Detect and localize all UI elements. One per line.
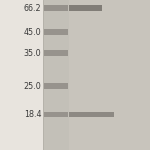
- Bar: [44, 29, 68, 35]
- Bar: [43, 0, 150, 150]
- Bar: [44, 83, 68, 88]
- Text: 18.4: 18.4: [24, 110, 41, 119]
- Bar: [69, 112, 114, 117]
- Bar: [44, 50, 68, 56]
- Bar: [44, 4, 68, 11]
- Text: 35.0: 35.0: [24, 49, 41, 58]
- Text: 45.0: 45.0: [24, 28, 41, 37]
- Text: 66.2: 66.2: [24, 4, 41, 13]
- Bar: [69, 4, 102, 11]
- Text: 25.0: 25.0: [24, 82, 41, 91]
- Bar: [44, 112, 68, 117]
- Bar: [43, 0, 69, 150]
